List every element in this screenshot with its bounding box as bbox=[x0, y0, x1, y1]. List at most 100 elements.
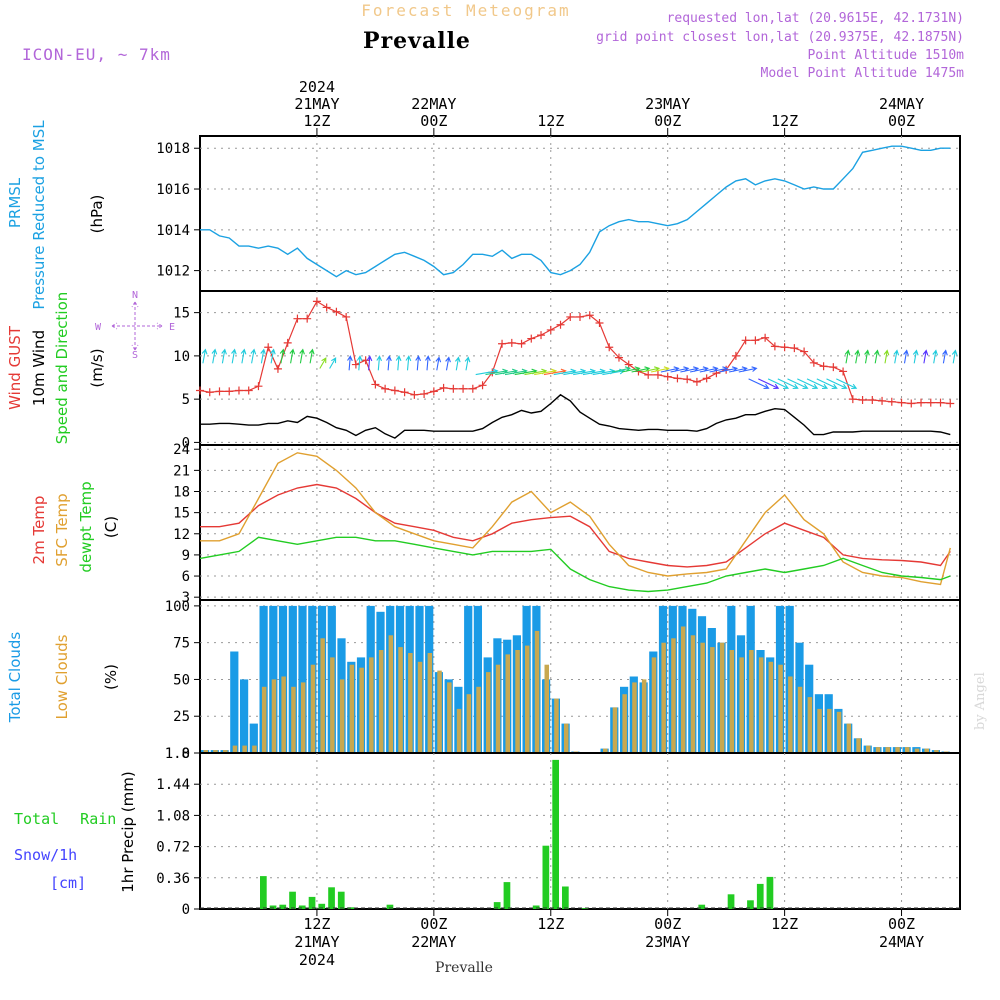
gust-point bbox=[234, 386, 243, 395]
low-cloud-bar bbox=[905, 747, 910, 753]
gust-point bbox=[663, 372, 672, 381]
gust-point bbox=[449, 384, 458, 393]
y-tick-label: 24 bbox=[173, 442, 190, 458]
gust-point bbox=[459, 384, 468, 393]
gust-point bbox=[585, 311, 594, 320]
ylabel-low-clouds: Low Clouds bbox=[53, 634, 71, 719]
wind-direction-arrow bbox=[308, 348, 315, 364]
low-cloud-bar bbox=[456, 708, 462, 753]
low-cloud-bar bbox=[564, 723, 569, 753]
low-cloud-bar bbox=[291, 686, 296, 753]
y-tick-label: 50 bbox=[173, 672, 190, 688]
rain-bar bbox=[386, 904, 394, 909]
low-cloud-bar bbox=[359, 667, 364, 753]
gust-point bbox=[244, 386, 253, 395]
rain-bar bbox=[328, 887, 335, 909]
rain-bar bbox=[698, 904, 706, 909]
gust-point bbox=[917, 398, 926, 407]
low-cloud-bar bbox=[924, 748, 929, 753]
gust-point bbox=[351, 360, 360, 369]
wind-direction-arrow bbox=[951, 349, 958, 364]
low-cloud-bar bbox=[271, 679, 277, 753]
gust-point bbox=[741, 336, 750, 345]
compass-e: E bbox=[169, 322, 175, 333]
total-cloud-bar bbox=[240, 679, 249, 753]
gust-point bbox=[498, 339, 507, 348]
wind-direction-arrow bbox=[767, 378, 790, 390]
rain-bar bbox=[532, 905, 540, 909]
y-tick-label: 1014 bbox=[156, 223, 190, 239]
wind-line bbox=[200, 393, 951, 439]
top-tick-hour: 00Z bbox=[654, 112, 681, 130]
low-cloud-bar bbox=[885, 747, 890, 753]
total-cloud-bar bbox=[473, 605, 482, 753]
bottom-tick-hour: 00Z bbox=[654, 915, 681, 933]
panel-4: 0 0.36 0.72 1.08 1.44 1.8 1hr Precip (mm)Total… bbox=[14, 746, 961, 918]
wind-direction-arrow bbox=[454, 356, 461, 371]
low-cloud-bar bbox=[729, 650, 735, 753]
low-cloud-bar bbox=[807, 697, 813, 753]
low-cloud-bar bbox=[281, 676, 286, 753]
model-point-altitude: Model Point Altitude 1475m bbox=[761, 66, 965, 81]
gust-point bbox=[819, 362, 828, 371]
gust-point bbox=[887, 397, 896, 406]
wind-direction-arrow bbox=[826, 378, 848, 390]
compass-n: N bbox=[132, 290, 138, 301]
bottom-tick-date: 21MAY bbox=[294, 933, 339, 951]
bottom-tick-hour: 12Z bbox=[537, 915, 564, 933]
low-cloud-bar bbox=[310, 664, 316, 753]
low-cloud-bar bbox=[339, 679, 345, 753]
low-cloud-bar bbox=[797, 686, 803, 753]
wind-direction-arrow bbox=[464, 356, 471, 371]
gust-point bbox=[254, 382, 263, 391]
y-tick-label: 3 bbox=[182, 590, 190, 606]
gust-point bbox=[790, 344, 799, 353]
low-cloud-bar bbox=[505, 654, 510, 753]
compass-s: S bbox=[132, 350, 138, 361]
low-cloud-bar bbox=[603, 748, 608, 753]
y-tick-label: 5 bbox=[182, 392, 190, 408]
low-cloud-bar bbox=[349, 664, 355, 753]
low-cloud-bar bbox=[661, 642, 666, 753]
wind-direction-arrow bbox=[299, 348, 305, 364]
bottom-tick-hour: 00Z bbox=[888, 915, 915, 933]
panel-3: 0 25 50 75 100 Total Clouds Low Clouds (%) bbox=[6, 599, 961, 762]
low-cloud-bar bbox=[369, 657, 374, 753]
gust-point bbox=[683, 375, 692, 384]
sfc-temp-line bbox=[200, 452, 951, 586]
rain-bar bbox=[766, 876, 774, 909]
low-cloud-bar bbox=[739, 657, 744, 753]
dewpt-line bbox=[199, 536, 951, 593]
gust-point bbox=[605, 343, 614, 352]
rain-bar bbox=[562, 886, 569, 909]
low-cloud-bar bbox=[408, 653, 413, 753]
wind-direction-arrow bbox=[816, 378, 838, 390]
low-cloud-bar bbox=[827, 708, 832, 753]
bottom-tick-date: 23MAY bbox=[645, 933, 690, 951]
gust-point bbox=[361, 356, 370, 365]
low-cloud-bar bbox=[641, 679, 647, 753]
ylabel-dewpt-temp: dewpt Temp bbox=[77, 481, 95, 572]
gust-point bbox=[264, 343, 273, 352]
low-cloud-bar bbox=[320, 638, 325, 754]
total-cloud-bar bbox=[288, 605, 297, 753]
ylabel-wind: 10m Wind bbox=[30, 330, 48, 406]
gust-point bbox=[429, 387, 438, 396]
y-tick-label: 1.08 bbox=[156, 808, 190, 824]
rain-bar bbox=[503, 882, 511, 909]
low-cloud-bar bbox=[788, 676, 793, 753]
label-snow: Snow/1h bbox=[14, 846, 77, 864]
grid-coords: grid point closest lon,lat (20.9375E, 42… bbox=[596, 30, 964, 45]
gust-point bbox=[878, 396, 887, 405]
low-cloud-bar bbox=[612, 707, 618, 753]
gust-point bbox=[400, 388, 409, 397]
low-cloud-bar bbox=[232, 745, 238, 753]
low-cloud-bar bbox=[856, 738, 861, 753]
wind-direction-arrow bbox=[836, 378, 858, 390]
gust-point bbox=[751, 336, 760, 345]
wind-direction-arrow bbox=[475, 368, 499, 376]
low-cloud-bar bbox=[203, 750, 208, 753]
footer-location: Prevalle bbox=[435, 960, 493, 976]
low-cloud-bar bbox=[242, 745, 247, 753]
